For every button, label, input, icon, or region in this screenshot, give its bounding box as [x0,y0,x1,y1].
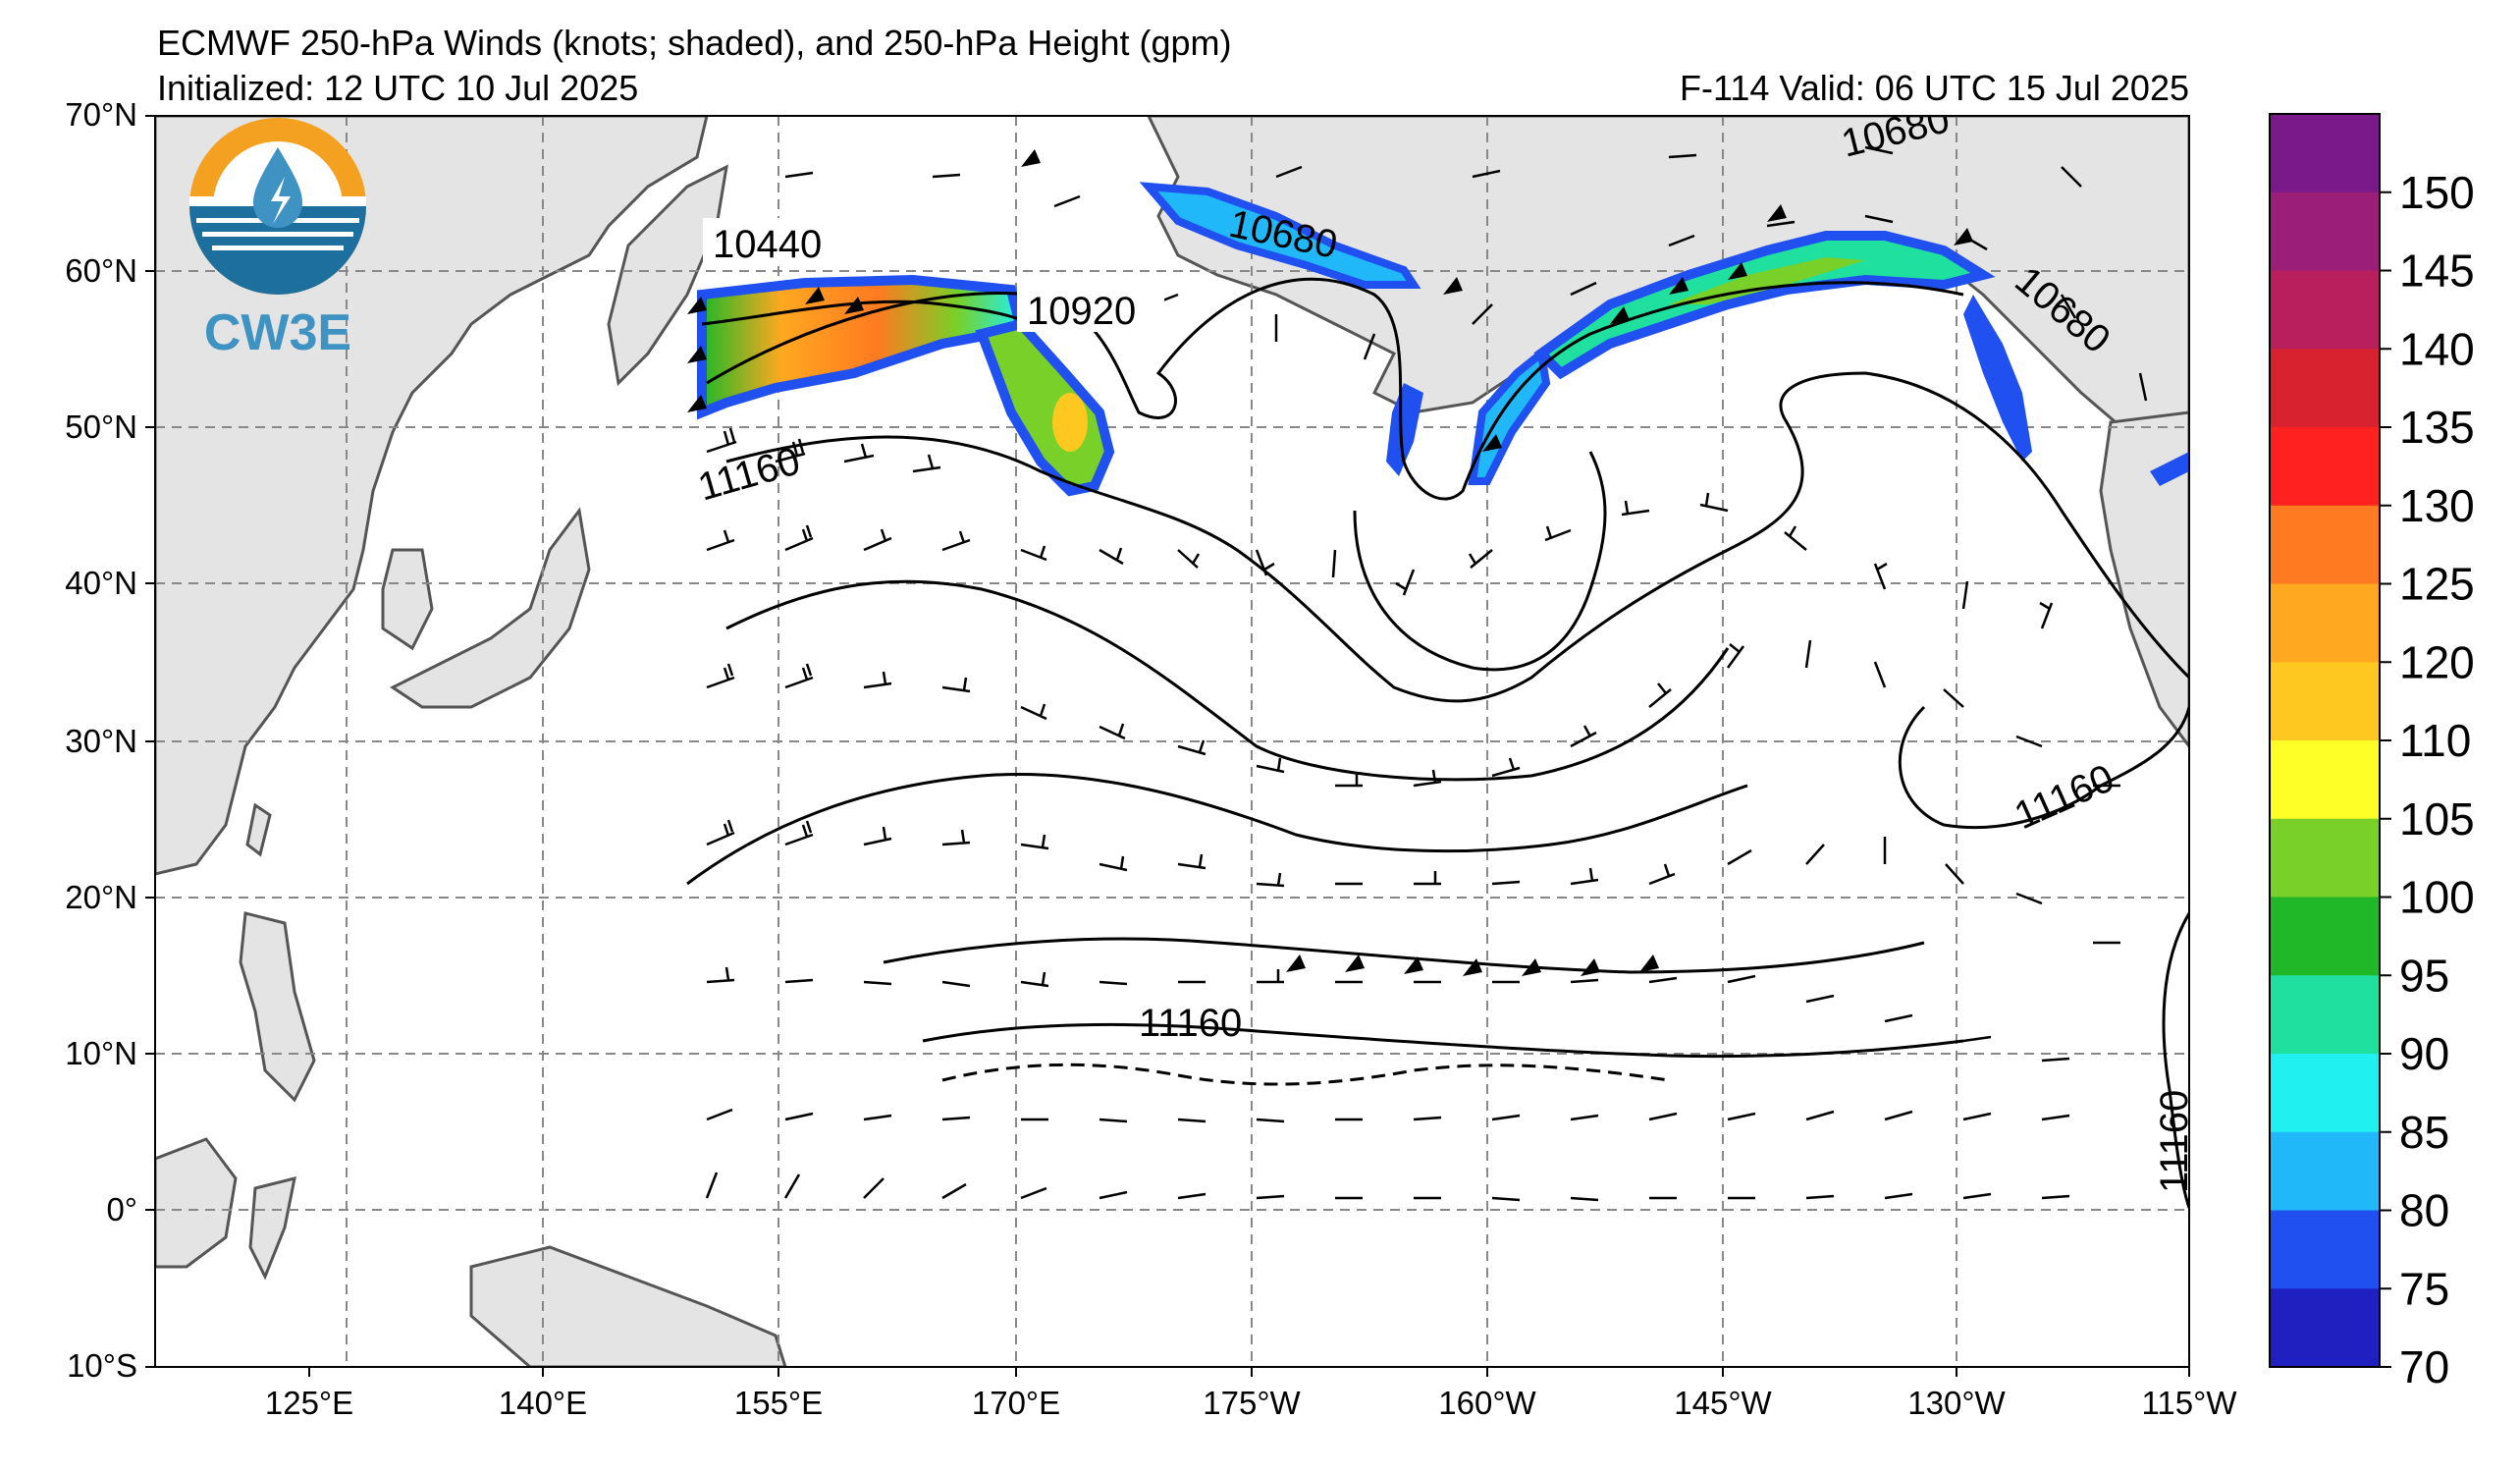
japan-land [390,507,591,709]
lat-axis: 70°N 60°N 50°N 40°N 30°N 20°N 10°N 0° 10… [65,96,137,1384]
lat-ticks [145,115,155,1368]
colorbar-swatch [2270,114,2380,193]
lat-label-20n: 20°N [65,879,137,915]
contour-dashed-south [941,1063,1670,1086]
colorbar-swatch [2270,583,2380,663]
taiwan-land [245,802,272,857]
colorbar-tick-label: 125 [2399,559,2475,610]
jet-east-edge [2150,452,2189,486]
colorbar-tick-label: 110 [2399,715,2471,766]
colorbar-swatch [2270,505,2380,584]
colorbar-swatch [2270,1054,2380,1133]
indonesia-land [155,1137,238,1269]
lat-label-50n: 50°N [65,409,137,445]
colorbar-tick-label: 135 [2399,402,2475,453]
colorbar-tick-label: 100 [2399,872,2475,923]
wind-pennants [687,149,1973,976]
jet-bering [1139,182,1421,289]
water-drop-logo-icon: CW3E [189,118,366,361]
contour-11160-equator [922,1022,1964,1059]
lon-label-115w: 115°W [2142,1385,2238,1421]
sulawesi-land [248,1175,296,1281]
contour-11160-east [1898,705,2189,830]
colorbar-tick-label: 70 [2399,1341,2449,1392]
lon-label-130w: 130°W [1907,1385,2006,1421]
colorbar: 150 145 140 135 130 125 120 110 105 100 95 90 85 80 75… [2269,113,2475,1392]
contour-11160-ne [2162,912,2189,1209]
colorbar-swatch [2270,270,2380,350]
lat-label-10n: 10°N [65,1035,137,1071]
colorbar-swatch [2270,662,2380,741]
colorbar-tick-label: 150 [2399,167,2475,218]
colorbar-swatch [2270,191,2380,271]
kamchatka-land [607,164,728,387]
colorbar-tick-label: 85 [2399,1107,2449,1158]
colorbar-swatch [2270,349,2380,428]
lat-label-70n: 70°N [65,96,137,133]
jet-alaska [1533,231,1996,380]
chart-title: ECMWF 250-hPa Winds (knots; shaded), and… [157,23,1232,63]
colorbar-swatch [2270,897,2380,976]
asia-land [155,116,709,876]
lat-label-0: 0° [106,1191,137,1228]
colorbar-tick-label: 75 [2399,1263,2449,1314]
contour-11160-south [686,772,1748,886]
jet-bc-coast [1963,295,2032,462]
lon-label-160w: 160°W [1438,1385,1536,1421]
colorbar-swatch [2270,740,2380,820]
contour-label-10920: 10920 [1027,290,1136,333]
colorbar-tick-label: 105 [2399,793,2475,845]
logo-text: CW3E [204,304,351,361]
jet-trough-west [975,318,1115,497]
lat-label-40n: 40°N [65,565,137,601]
colorbar-tick-label: 95 [2399,950,2449,1001]
korea-land [381,548,434,651]
colorbar-swatch [2270,975,2380,1055]
colorbar-swatch [2270,818,2380,898]
graticule [155,116,2189,1367]
lon-label-155e: 155°E [734,1385,823,1421]
contour-11160-tropics [883,937,1925,974]
contour-label-10440: 10440 [713,223,822,266]
contour-label-11160-c: 11160 [1139,1002,1242,1045]
lon-label-175w: 175°W [1203,1385,1301,1421]
contour-11160-mid [725,579,1730,782]
north-america-land [2099,410,2189,749]
colorbar-swatch [2270,1131,2380,1211]
contour-11160-inner [1353,451,1607,672]
lat-label-10s: 10°S [67,1347,137,1384]
lon-label-140e: 140°E [499,1385,587,1421]
valid-time: F-114 Valid: 06 UTC 15 Jul 2025 [1680,68,2189,108]
wind-barbs [705,145,2148,1202]
init-time: Initialized: 12 UTC 10 Jul 2025 [157,68,639,108]
colorbar-tick-label: 120 [2399,636,2475,687]
lat-label-60n: 60°N [65,252,137,289]
lon-axis: 125°E 140°E 155°E 170°E 175°W 160°W 145°… [265,1385,2237,1421]
jet-alaska-core [1669,257,1865,304]
land-masses [155,116,2189,1367]
colorbar-tick-label: 130 [2399,480,2475,531]
contour-label-11160-d: 11160 [2153,1090,2196,1193]
lon-label-125e: 125°E [265,1385,353,1421]
colorbar-tick-label: 90 [2399,1028,2449,1079]
colorbar-swatch [2270,427,2380,507]
new-guinea-land [469,1245,787,1367]
lon-label-145w: 145°W [1674,1385,1772,1421]
lon-label-170e: 170°E [972,1385,1060,1421]
colorbar-tick-label: 140 [2399,323,2475,374]
jet-trough-core [1052,393,1088,452]
lat-label-30n: 30°N [65,723,137,759]
colorbar-swatch [2270,1210,2380,1289]
jet-trough-east-a [1386,383,1423,476]
lon-ticks [308,1367,2190,1377]
contour-11160-north [725,371,2189,703]
colorbar-tick-label: 80 [2399,1185,2449,1236]
colorbar-swatch [2270,1288,2380,1368]
colorbar-tick-label: 145 [2399,246,2475,297]
